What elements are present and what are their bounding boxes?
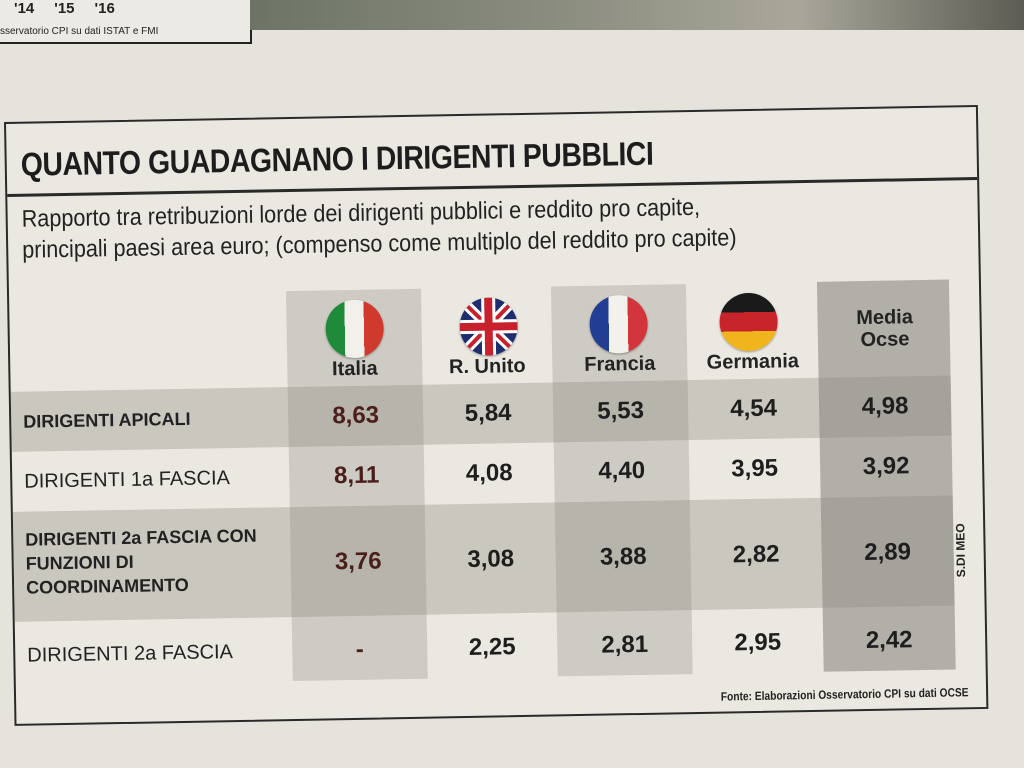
author-credit: S.DI MEO	[953, 523, 969, 578]
cell-value: 2,89	[864, 538, 912, 567]
uk-flag-icon	[459, 297, 519, 357]
cell-value: 8,11	[333, 461, 380, 490]
cell-value: 3,76	[334, 547, 382, 576]
cell-value: 4,54	[730, 394, 778, 423]
previous-chart-ticks: '14 '15 '16	[14, 0, 115, 17]
cell-value: 2,95	[734, 628, 782, 657]
cell-value: 4,98	[861, 392, 909, 421]
row-label: DIRIGENTI 2a FASCIA CON FUNZIONI DI COOR…	[25, 525, 257, 598]
tick-label: '16	[94, 0, 115, 17]
column-header-germania: Germania	[706, 350, 800, 374]
germany-flag-icon	[719, 292, 779, 352]
cell-value: -	[355, 635, 364, 663]
cell-value: 3,08	[467, 545, 515, 573]
tick-label: '14	[14, 0, 35, 17]
cell-value: 5,84	[464, 399, 512, 428]
cell-value: 3,92	[862, 452, 910, 481]
column-header-italia: Italia	[331, 357, 378, 381]
previous-photo-strip	[250, 0, 1024, 30]
column-header-francia: Francia	[584, 352, 656, 376]
cell-value: 4,40	[598, 456, 646, 485]
row-label: DIRIGENTI 2a FASCIA	[27, 641, 234, 667]
cell-value: 4,08	[465, 459, 513, 487]
chart-subtitle: Rapporto tra retribuzioni lorde dei diri…	[21, 189, 868, 266]
row-label: DIRIGENTI 1a FASCIA	[24, 467, 231, 493]
cell-value: 2,25	[468, 633, 516, 661]
column-header-uk: R. Unito	[448, 354, 526, 379]
cell-value: 2,81	[601, 630, 649, 659]
previous-chart-fragment: '14 '15 '16 sservatorio CPI su dati ISTA…	[0, 0, 252, 44]
previous-chart-source: sservatorio CPI su dati ISTAT e FMI	[0, 26, 159, 37]
row-label: DIRIGENTI APICALI	[23, 408, 191, 432]
cell-value: 3,88	[599, 542, 647, 571]
tick-label: '15	[54, 0, 75, 17]
chart-box: QUANTO GUADAGNANO I DIRIGENTI PUBBLICI R…	[4, 105, 989, 726]
cell-value: 2,82	[732, 540, 780, 569]
cell-value: 2,42	[865, 626, 913, 655]
cell-value: 3,95	[731, 454, 779, 483]
cell-value: 5,53	[597, 396, 645, 425]
column-header-media-ocse: Media Ocse	[856, 306, 914, 352]
chart-title: QUANTO GUADAGNANO I DIRIGENTI PUBBLICI	[20, 134, 654, 183]
chart-source: Fonte: Elaborazioni Osservatorio CPI su …	[720, 685, 969, 704]
cell-value: 8,63	[332, 401, 380, 430]
